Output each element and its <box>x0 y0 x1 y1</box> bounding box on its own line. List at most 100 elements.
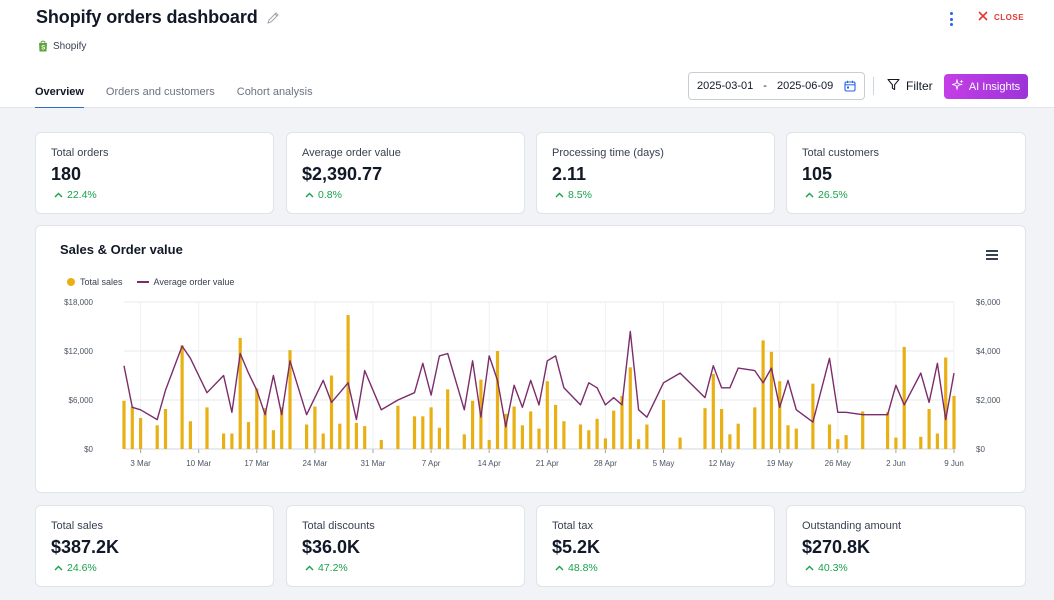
bar-total-sales <box>487 440 491 449</box>
y-left-tick-label: $12,000 <box>64 347 93 356</box>
bar-total-sales <box>952 395 956 449</box>
kpi-value: 105 <box>802 164 833 184</box>
x-tick-label: 12 May <box>708 459 734 468</box>
bar-total-sales <box>238 337 242 449</box>
kpi-label: Processing time (days) <box>552 147 664 159</box>
chart-plot: $0 $0 $6,000 $2,000 $12,000 $4,000 $18,000 $6,0… <box>64 298 1001 468</box>
arrow-up-icon <box>54 565 63 571</box>
bar-total-sales <box>305 424 309 449</box>
x-tick-label: 10 Mar <box>186 459 211 468</box>
bar-total-sales <box>288 350 292 449</box>
bar-total-sales <box>321 433 325 449</box>
kpi-card-total-sales[interactable]: Total sales $387.2K 24.6% <box>35 505 274 587</box>
kpi-change-value: 40.3% <box>818 562 848 574</box>
x-tick-label: 21 Apr <box>536 459 559 468</box>
x-tick-label: 7 Apr <box>422 459 441 468</box>
bar-total-sales <box>578 424 583 449</box>
x-tick-label: 2 Jun <box>886 459 906 468</box>
y-right-tick-label: $4,000 <box>976 347 1001 356</box>
kpi-card-processing-time[interactable]: Processing time (days) 2.11 8.5% <box>536 132 775 214</box>
bar-total-sales <box>786 425 790 449</box>
kpi-change: 0.8% <box>305 189 342 201</box>
tab-overview[interactable]: Overview <box>35 86 84 109</box>
bar-total-sales <box>711 373 715 449</box>
kpi-value: $2,390.77 <box>302 164 383 184</box>
bar-total-sales <box>761 340 765 449</box>
kpi-card-average-order-value[interactable]: Average order value $2,390.77 0.8% <box>286 132 525 214</box>
bar-total-sales <box>437 427 441 449</box>
arrow-up-icon <box>555 192 564 198</box>
filter-button[interactable]: Filter <box>887 78 933 94</box>
kpi-card-total-tax[interactable]: Total tax $5.2K 48.8% <box>536 505 775 587</box>
bar-total-sales <box>280 407 284 449</box>
x-tick-label: 9 Jun <box>944 459 964 468</box>
bar-total-sales <box>769 351 773 449</box>
legend-item-average-order-value[interactable]: Average order value <box>136 277 234 287</box>
arrow-up-icon <box>805 565 814 571</box>
kpi-change: 48.8% <box>555 562 598 574</box>
kpi-value: $270.8K <box>802 537 871 557</box>
kpi-change: 47.2% <box>305 562 348 574</box>
kpi-label: Outstanding amount <box>802 520 902 532</box>
legend-swatch-line <box>136 281 149 283</box>
bar-total-sales <box>379 440 383 449</box>
bar-total-sales <box>188 421 192 449</box>
bar-total-sales <box>421 416 425 449</box>
x-tick-label: 31 Mar <box>361 459 386 468</box>
bar-total-sales <box>861 411 865 449</box>
legend-item-total-sales[interactable]: Total sales <box>67 277 123 287</box>
bar-total-sales <box>836 439 840 449</box>
close-button[interactable]: CLOSE <box>978 11 1024 23</box>
kpi-card-total-orders[interactable]: Total orders 180 22.4% <box>35 132 274 214</box>
y-right-tick-label: $6,000 <box>976 298 1001 307</box>
kpi-change-value: 0.8% <box>318 189 342 201</box>
bar-total-sales <box>180 345 184 449</box>
bar-total-sales <box>886 412 890 449</box>
bar-total-sales <box>520 425 524 449</box>
kpi-label: Average order value <box>302 147 401 159</box>
bar-total-sales <box>827 424 832 449</box>
bar-total-sales <box>222 433 226 449</box>
y-left-tick-label: $0 <box>84 445 93 454</box>
toolbar-divider <box>873 77 874 95</box>
pencil-icon[interactable] <box>266 11 280 25</box>
kebab-menu-icon[interactable] <box>946 10 956 28</box>
date-start: 2025-03-01 <box>697 80 754 92</box>
kpi-label: Total sales <box>51 520 103 532</box>
date-range-picker[interactable]: 2025-03-01 - 2025-06-09 <box>688 72 865 100</box>
bar-total-sales <box>753 407 757 449</box>
legend-label: Total sales <box>80 277 123 287</box>
kpi-change-value: 48.8% <box>568 562 598 574</box>
bar-total-sales <box>628 367 632 449</box>
kpi-card-outstanding-amount[interactable]: Outstanding amount $270.8K 40.3% <box>786 505 1026 587</box>
kpi-card-total-customers[interactable]: Total customers 105 26.5% <box>786 132 1026 214</box>
bar-total-sales <box>230 433 234 449</box>
y-left-tick-label: $18,000 <box>64 298 93 307</box>
bar-total-sales <box>471 400 475 449</box>
bar-total-sales <box>122 400 126 449</box>
bar-total-sales <box>512 406 516 449</box>
tab-cohort-analysis[interactable]: Cohort analysis <box>236 86 313 98</box>
bar-total-sales <box>130 406 134 449</box>
bar-total-sales <box>205 407 209 449</box>
bar-total-sales <box>728 434 732 449</box>
bar-total-sales <box>396 405 400 449</box>
bar-total-sales <box>338 423 342 449</box>
bar-total-sales <box>412 416 417 449</box>
kpi-card-total-discounts[interactable]: Total discounts $36.0K 47.2% <box>286 505 525 587</box>
bar-total-sales <box>661 400 666 449</box>
bar-total-sales <box>529 411 533 449</box>
ai-insights-button[interactable]: AI Insights <box>944 74 1028 99</box>
x-tick-label: 28 Apr <box>594 459 617 468</box>
x-tick-label: 19 May <box>767 459 793 468</box>
bar-total-sales <box>703 408 707 449</box>
filter-label: Filter <box>906 79 933 93</box>
hamburger-menu-icon[interactable] <box>986 250 998 260</box>
bar-total-sales <box>944 357 948 449</box>
x-tick-label: 17 Mar <box>244 459 269 468</box>
kpi-label: Total customers <box>802 147 880 159</box>
tab-orders-and-customers[interactable]: Orders and customers <box>105 86 215 98</box>
bar-total-sales <box>313 406 317 449</box>
bar-total-sales <box>612 410 616 449</box>
bar-total-sales <box>504 413 508 449</box>
